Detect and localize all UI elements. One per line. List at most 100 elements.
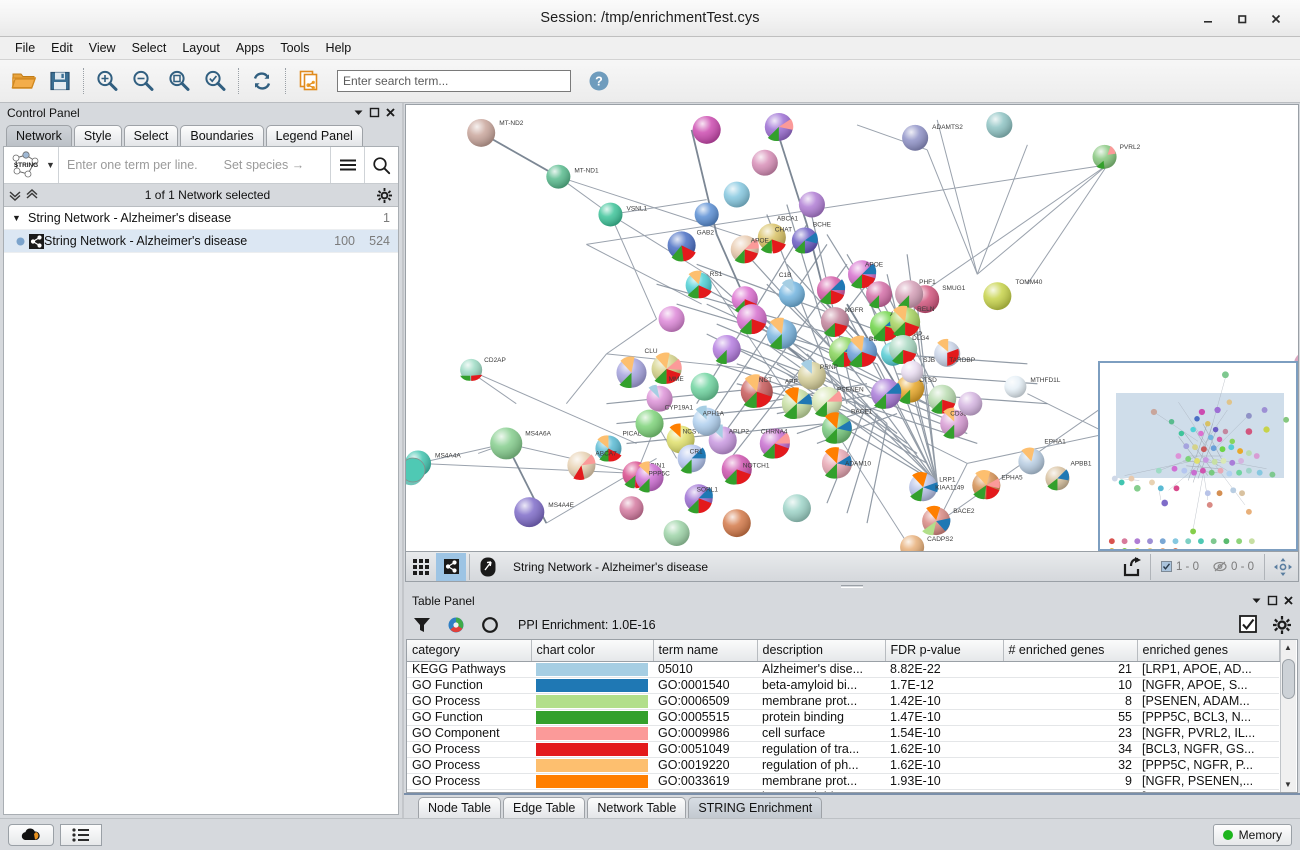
node-partial-left[interactable] (406, 455, 428, 488)
task-list-icon[interactable] (60, 823, 102, 846)
enrichment-table[interactable]: category chart color term name descripti… (407, 640, 1280, 792)
control-panel-dropdown-icon[interactable] (350, 105, 366, 121)
zoom-fit-network-icon[interactable] (161, 63, 197, 99)
center-network-icon[interactable] (1268, 553, 1298, 581)
node-cluster-extra-14[interactable] (723, 181, 750, 208)
node-RS1[interactable]: RS1 (685, 270, 723, 299)
search-icon[interactable] (364, 147, 398, 183)
node-MS4A6A[interactable]: MS4A6A (490, 427, 552, 460)
collapse-expand-icons[interactable] (8, 189, 39, 201)
node-NOTCH1[interactable]: NOTCH1 (721, 454, 770, 485)
scroll-down-arrow[interactable]: ▼ (1284, 780, 1292, 789)
node-hub1[interactable] (692, 115, 721, 144)
column-header-chart-color[interactable]: chart color (531, 640, 654, 662)
tab-edge-table[interactable]: Edge Table (503, 797, 586, 818)
node-cluster-extra-6[interactable] (736, 304, 767, 335)
node-cluster-extra-15[interactable] (663, 520, 690, 547)
node-EPHA1[interactable]: EPHA1 (1018, 438, 1066, 475)
help-icon[interactable]: ? (586, 68, 612, 94)
node-CTSD[interactable]: CTSD (896, 374, 937, 404)
node-cluster-extra-5[interactable] (866, 281, 893, 309)
tab-network[interactable]: Network (6, 125, 72, 146)
node-cluster-extra-1[interactable]: PHF1 (895, 279, 936, 310)
gear-icon[interactable] (1270, 613, 1294, 637)
network-tree-root[interactable]: ▼ String Network - Alzheimer's disease 1 (4, 207, 398, 230)
column-header-term-name[interactable]: term name (653, 640, 758, 662)
tab-node-table[interactable]: Node Table (418, 797, 502, 818)
node-cluster-extra-3[interactable]: TARDBP (934, 338, 975, 367)
table-row[interactable]: GO Process GO:0033619 membrane prot... 1.93… (407, 773, 1279, 790)
network-view-icon[interactable] (436, 552, 466, 581)
node-CHRNA4[interactable]: CHRNA4 (759, 429, 790, 459)
node-cluster-extra-2[interactable]: RELN (890, 305, 935, 338)
node-A2M[interactable] (816, 276, 846, 305)
node-CYP19A1[interactable]: CYP19A1 (635, 405, 694, 438)
node-DLG4[interactable]: DLG4 (889, 335, 930, 365)
table-row[interactable]: GO Process GO:0051049 regulation of tra...… (407, 741, 1279, 758)
node-PSENEN[interactable]: PSENEN (811, 387, 864, 417)
expand-triangle-icon[interactable]: ▼ (12, 213, 21, 223)
tab-select[interactable]: Select (123, 125, 179, 146)
node-APOE3[interactable]: APOE (870, 311, 909, 342)
node-APBB1[interactable]: APBB1 (1045, 460, 1092, 491)
new-network-from-selection-icon[interactable] (291, 63, 327, 99)
node-CD33[interactable]: CD33 (940, 407, 969, 439)
string-species-dropdown-icon[interactable]: ▼ (46, 160, 55, 170)
table-vertical-scrollbar[interactable]: ▲ ▼ (1279, 640, 1296, 792)
hidden-nodes-indicator[interactable]: 0 - 0 (1206, 560, 1261, 573)
table-row[interactable]: GO Process GO:0019220 regulation of ph... 1… (407, 757, 1279, 774)
node-SORL1[interactable]: SORL1 (684, 484, 719, 514)
menu-select[interactable]: Select (131, 41, 167, 55)
node-ACHE[interactable]: BCHE (791, 221, 832, 254)
memory-status-button[interactable]: Memory (1212, 823, 1292, 846)
export-image-icon[interactable] (1117, 553, 1147, 581)
node-MT-ND1[interactable]: MT-ND1 (546, 164, 599, 189)
string-query-input[interactable]: Enter one term per line. Set species → (58, 147, 330, 183)
node-PICALM[interactable]: PICALM (595, 431, 647, 462)
node-cluster-extra-11[interactable] (798, 191, 825, 218)
node-PSEN2[interactable] (928, 384, 957, 414)
node-NCT[interactable]: NCT (740, 374, 773, 408)
cloud-icon[interactable] (8, 823, 54, 846)
node-PPP5C[interactable]: PPP5C (635, 461, 671, 493)
network-nodes[interactable]: MT-ND2 MT-ND1 VSNL1 (406, 111, 1298, 551)
gear-icon[interactable] (376, 187, 392, 203)
horizontal-splitter[interactable] (404, 582, 1300, 591)
node-C1B[interactable]: C1B (778, 272, 805, 308)
node-PSEN1[interactable]: APP (781, 379, 813, 420)
tab-boundaries[interactable]: Boundaries (180, 125, 264, 146)
minimize-button[interactable] (1192, 4, 1224, 34)
network-graph-svg[interactable]: MT-ND2 MT-ND1 VSNL1 (406, 105, 1298, 551)
zoom-in-icon[interactable] (89, 63, 125, 99)
node-BACE2[interactable]: BACE2 (922, 505, 975, 536)
node-SJB[interactable]: SJB (901, 357, 935, 383)
node-KIAA1149[interactable]: LRP1 KIAA1149 (909, 472, 964, 502)
tab-legend-panel[interactable]: Legend Panel (265, 125, 363, 146)
open-session-icon[interactable] (6, 63, 42, 99)
annotation-icon[interactable] (473, 553, 503, 581)
menu-apps[interactable]: Apps (235, 41, 265, 55)
node-BACE1[interactable]: BACE1 (821, 409, 873, 444)
zoom-fit-selected-icon[interactable] (197, 63, 233, 99)
menu-tools[interactable]: Tools (280, 41, 310, 55)
maximize-button[interactable] (1226, 4, 1258, 34)
node-cluster-extra-16[interactable] (722, 509, 751, 538)
node-PRNP[interactable]: PRNP (797, 359, 838, 390)
checkbox-checked-icon[interactable] (1236, 613, 1260, 637)
close-button[interactable] (1260, 4, 1292, 34)
column-header-fdr-p-value[interactable]: FDR p-value (885, 640, 1004, 662)
node-cluster-extra-9[interactable] (658, 306, 685, 332)
table-panel-float-icon[interactable] (1264, 593, 1280, 609)
node-MS4A4E[interactable]: MS4A4E (514, 497, 575, 528)
node-MT-ND2[interactable]: MT-ND2 (467, 118, 524, 147)
node-GSK3B[interactable] (871, 378, 902, 409)
node-ABCA1[interactable]: ABCA1 (777, 215, 799, 222)
node-ABCA7[interactable]: ABCA7 (567, 450, 617, 481)
node-ADAM10[interactable]: ADAM10 (821, 447, 871, 479)
scroll-up-arrow[interactable]: ▲ (1284, 643, 1292, 652)
tab-network-table[interactable]: Network Table (587, 797, 687, 818)
filter-icon[interactable] (410, 613, 434, 637)
menu-layout[interactable]: Layout (182, 41, 220, 55)
menu-file[interactable]: File (15, 41, 36, 55)
string-logo-icon[interactable]: STRING (4, 147, 46, 183)
